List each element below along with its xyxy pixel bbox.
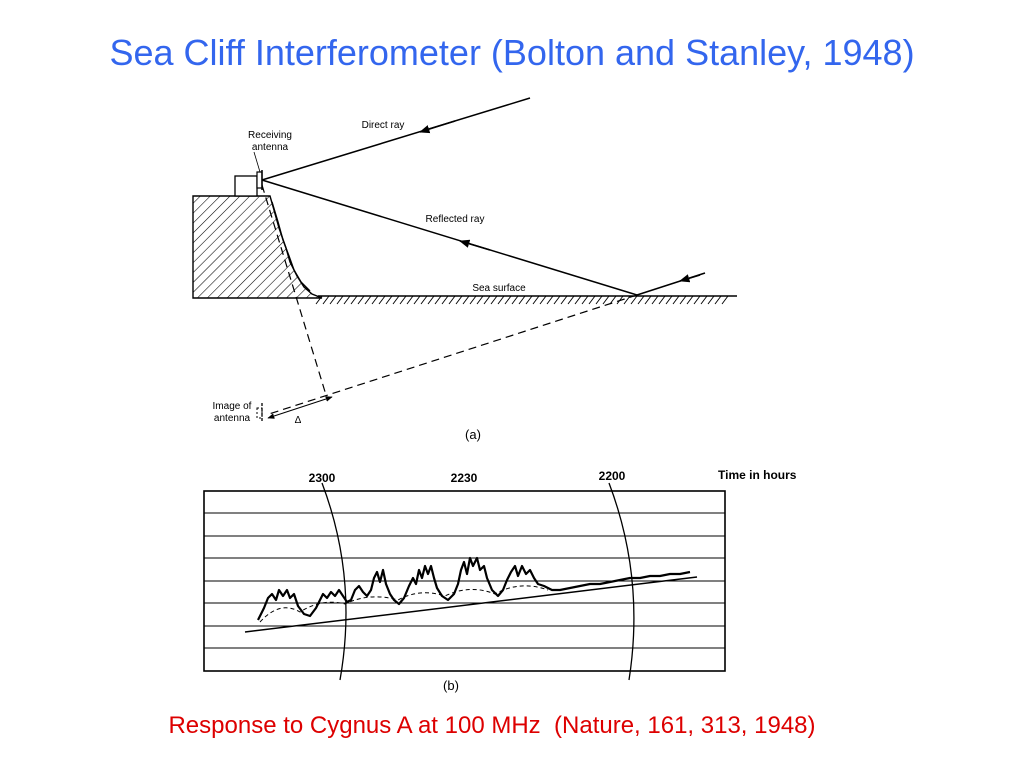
delta-label: Δ — [295, 415, 302, 426]
sea-hatch-mark — [553, 295, 561, 305]
sea-hatch-mark — [364, 295, 372, 305]
sea-hatch-mark — [539, 295, 547, 305]
sea-hatch-mark — [721, 295, 729, 305]
sea-hatch-mark — [322, 295, 330, 305]
sea-hatch-mark — [490, 295, 498, 305]
sea-hatch-mark — [441, 295, 449, 305]
sea-hatch-mark — [609, 295, 617, 305]
sea-hatch-mark — [413, 295, 421, 305]
sea-hatch-mark — [343, 295, 351, 305]
sea-hatch-mark — [455, 295, 463, 305]
sea-hatch-mark — [693, 295, 701, 305]
time-marker-2200 — [608, 482, 635, 681]
sea-hatch-mark — [518, 295, 526, 305]
sea-hatch-mark — [574, 295, 582, 305]
sea-hatch-mark — [707, 295, 715, 305]
diagram-b: 2300 2230 2200 (b) — [203, 469, 726, 693]
sea-hatch-mark — [504, 295, 512, 305]
sea-hatch-mark — [336, 295, 344, 305]
sea-surface-label: Sea surface — [472, 283, 526, 294]
sea-hatch-mark — [511, 295, 519, 305]
image-ray-dashed — [265, 294, 638, 416]
sea-hatch-mark — [658, 295, 666, 305]
caption: Response to Cygnus A at 100 MHz (Nature,… — [168, 712, 816, 739]
smoothed-trace — [259, 585, 549, 623]
sea-hatch-mark — [329, 295, 337, 305]
image-of-antenna-label-1: Image of — [213, 401, 252, 412]
sea-hatch-mark — [476, 295, 484, 305]
sea-hatch-mark — [462, 295, 470, 305]
sea-hatch-mark — [357, 295, 365, 305]
diagram-a: Receiving antenna Direct ray Reflected r… — [192, 97, 737, 442]
panel-b-label: (b) — [443, 678, 459, 693]
sea-hatch-mark — [546, 295, 554, 305]
sea-hatch-mark — [532, 295, 540, 305]
sea-hatch-mark — [581, 295, 589, 305]
reflected-ray-label: Reflected ray — [426, 214, 485, 225]
panel-a-label: (a) — [465, 427, 481, 442]
sea-hatch-mark — [378, 295, 386, 305]
sea-hatch-mark — [315, 295, 323, 305]
sea-hatch-mark — [483, 295, 491, 305]
sea-hatch-mark — [469, 295, 477, 305]
sea-hatch-mark — [595, 295, 603, 305]
sea-hatch-mark — [714, 295, 722, 305]
baseline — [244, 576, 698, 633]
sea-hatch-mark — [448, 295, 456, 305]
time-label-2230: 2230 — [451, 471, 478, 485]
sea-hatch-mark — [497, 295, 505, 305]
direct-ray-label: Direct ray — [362, 120, 405, 131]
sea-hatch-mark — [406, 295, 414, 305]
sea-hatch-mark — [651, 295, 659, 305]
sea-hatch-mark — [371, 295, 379, 305]
sea-hatch-mark — [588, 295, 596, 305]
sea-hatch-mark — [427, 295, 435, 305]
sea-hatch-mark — [420, 295, 428, 305]
image-vertical-dashed — [261, 184, 327, 396]
sea-hatch-mark — [630, 295, 638, 305]
sea-hatch-mark — [350, 295, 358, 305]
time-axis-label: Time in hours — [718, 468, 797, 482]
sea-hatch-mark — [672, 295, 680, 305]
time-marker-2300 — [321, 482, 347, 681]
sea-hatch-mark — [434, 295, 442, 305]
direct-ray — [261, 97, 531, 181]
receiving-antenna-label-1: Receiving — [248, 130, 292, 141]
sea-hatch-mark — [679, 295, 687, 305]
sea-hatch-mark — [665, 295, 673, 305]
sea-hatch-mark — [644, 295, 652, 305]
sea-hatch-mark — [686, 295, 694, 305]
time-label-2200: 2200 — [599, 469, 626, 483]
slide-title: Sea Cliff Interferometer (Bolton and Sta… — [109, 32, 915, 73]
time-label-2300: 2300 — [309, 471, 336, 485]
sea-hatch-mark — [567, 295, 575, 305]
image-of-antenna — [256, 403, 263, 423]
sea-hatch-mark — [385, 295, 393, 305]
sea-hatch-mark — [392, 295, 400, 305]
sea-hatch-mark — [700, 295, 708, 305]
sea-hatch-mark — [399, 295, 407, 305]
sea-hatch-mark — [560, 295, 568, 305]
receiving-antenna-box — [234, 175, 258, 197]
sea-hatch-mark — [602, 295, 610, 305]
receiving-antenna-label-2: antenna — [252, 142, 289, 153]
sea-hatch-mark — [623, 295, 631, 305]
sea-hatch-mark — [637, 295, 645, 305]
recorded-trace — [257, 556, 691, 621]
reflected-ray — [261, 179, 638, 296]
sea-hatch-mark — [525, 295, 533, 305]
image-of-antenna-label-2: antenna — [214, 413, 251, 424]
